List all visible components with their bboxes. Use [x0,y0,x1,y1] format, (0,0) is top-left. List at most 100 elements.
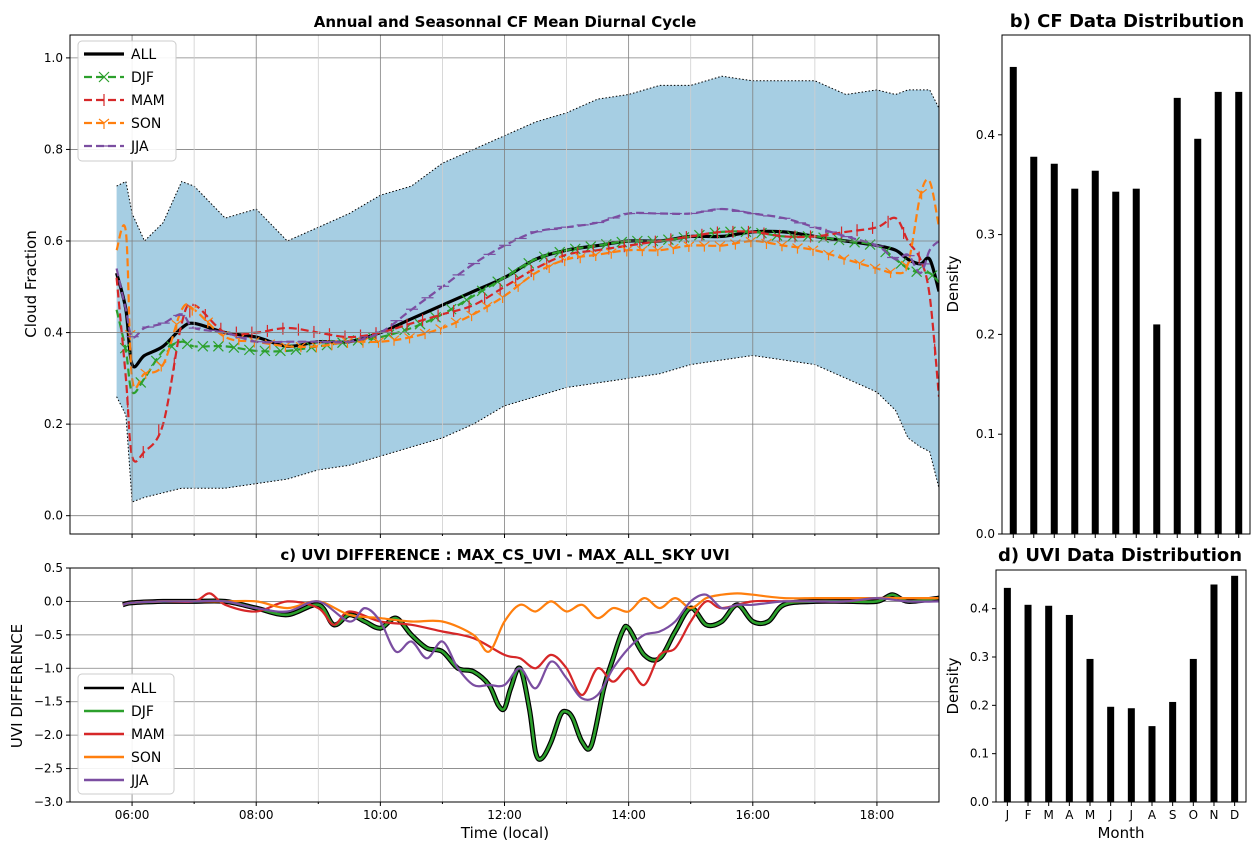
series-marker-son [202,317,214,328]
legend-label-jja: JJA [130,139,149,155]
bar-j [1127,708,1135,802]
panel-c-ytick-label: −3.0 [34,795,63,809]
cf-diurnal-cycle-panel: Annual and Seasonnal CF Mean Diurnal Cyc… [22,13,940,538]
series-marker-son [311,341,322,353]
bar-ytick-label: 0.1 [970,747,989,761]
panel-a-ytick-label: 0.6 [44,234,63,248]
series-marker-son [792,243,803,254]
panel-a-ytick-label: 1.0 [44,51,63,65]
series-marker-djf [228,342,240,354]
uvi-distribution-panel: d) UVI Data Distribution Density Month J… [944,545,1247,842]
series-marker-djf [461,294,473,306]
series-marker-son [450,317,462,328]
series-marker-son [388,335,400,346]
legend-label-mam: MAM [131,727,165,743]
panel-c-xtick-label: 06:00 [115,808,150,822]
panel-c-ytick-label: −2.5 [34,762,63,776]
bar-a [1071,188,1079,534]
series-marker-djf [476,285,488,297]
panel-a-legend: ALL DJF MAM SON JJA [77,40,177,162]
series-marker-son [636,245,648,257]
bar-xtick-label: F [1025,808,1032,822]
series-marker-son [869,263,881,274]
bar-ytick-label: 0.2 [976,327,995,341]
panel-c-ytick-label: −1.5 [34,695,63,709]
series-marker-djf [492,276,504,288]
bar-xtick-label: A [1148,808,1157,822]
panel-b-ylabel: Density [944,255,962,312]
series-marker-son [605,248,617,259]
series-marker-son [854,258,865,270]
panel-c-xtick-label: 10:00 [363,808,398,822]
series-marker-djf [523,257,535,269]
legend-marker-son [98,118,110,129]
legend-label-djf: DJF [131,704,154,720]
series-marker-son [435,324,446,335]
series-marker-son [590,250,602,262]
panel-d-xlabel: Month [1097,824,1144,842]
series-marker-son [900,260,912,272]
panel-c-xtick-label: 14:00 [611,808,646,822]
bar-ytick-label: 0.3 [970,650,989,664]
bar-xtick-label: J [1108,808,1113,822]
panel-a-ytick-label: 0.0 [44,509,63,523]
panel-a-ytick-label: 0.4 [44,326,63,340]
series-marker-djf [538,251,550,263]
bar-m [1045,605,1053,802]
panel-c-xtick-label: 12:00 [487,808,522,822]
panel-c-xlabel: Time (local) [460,824,549,842]
series-marker-djf [802,231,814,242]
panel-d-plot: J F M A M J J A S O N D0.00.10.20.30.4 [970,569,1247,822]
panel-a-clipped-layer [115,75,939,503]
legend-label-djf: DJF [131,70,154,86]
bar-f [1030,156,1038,535]
bar-xtick-label: M [1085,808,1095,822]
panel-a-frame [69,34,940,535]
panel-b-plot: 0.0 0.1 0.2 0.3 0.4 [976,34,1251,541]
legend-label-all: ALL [131,681,156,697]
series-line-son [115,178,939,390]
panel-a-ytick-label: 0.2 [44,417,63,431]
series-line-mam [115,216,939,463]
legend-box [77,673,175,795]
cf-band-upper-edge [116,75,939,242]
series-marker-son [481,301,493,313]
panel-c-title: c) UVI DIFFERENCE : MAX_CS_UVI - MAX_ALL… [280,546,729,564]
cf-band-lower-edge [116,354,939,503]
bar-f [1024,604,1032,802]
legend-label-all: ALL [131,47,156,63]
panel-frame [995,569,1247,803]
panel-c-ytick-label: −0.5 [34,628,63,642]
series-marker-son [171,319,183,331]
series-marker-son [683,241,695,252]
series-marker-djf [926,270,938,281]
panel-c-ytick-label: 0.0 [44,594,63,608]
panel-c-ylabel: UVI DIFFERENCE [8,624,26,748]
bar-xtick-label: D [1230,808,1239,822]
cf-distribution-panel: b) CF Data Distribution Density 0.00.10.… [944,11,1251,541]
panel-c-ytick-label: 0.5 [44,561,63,575]
series-marker-djf [274,345,286,357]
series-marker-son [652,245,664,257]
series-line-djf [115,230,939,395]
bar-ytick-label: 0.2 [970,698,989,712]
bar-o [1194,138,1202,535]
panel-frame [1001,34,1251,535]
series-marker-djf [212,340,224,352]
bar-j [1009,66,1017,534]
cf-spread-band [116,76,939,502]
legend-label-jja: JJA [130,773,149,789]
legend-label-son: SON [131,750,161,766]
bar-o [1189,658,1197,802]
bar-ytick-label: 0.0 [976,527,995,541]
series-marker-son [667,243,679,255]
panel-a-plot: 0.0 0.2 0.4 0.6 0.8 1.0 ALL DJF MAM SON JJA [44,34,940,538]
panel-c-ytick-label: −2.0 [34,728,63,742]
series-marker-son [155,361,167,372]
bar-xtick-label: J [1129,808,1134,822]
series-marker-son [621,245,633,257]
series-marker-son [295,341,307,353]
uvi-series-line-son [122,592,939,653]
panel-background [1002,35,1250,534]
